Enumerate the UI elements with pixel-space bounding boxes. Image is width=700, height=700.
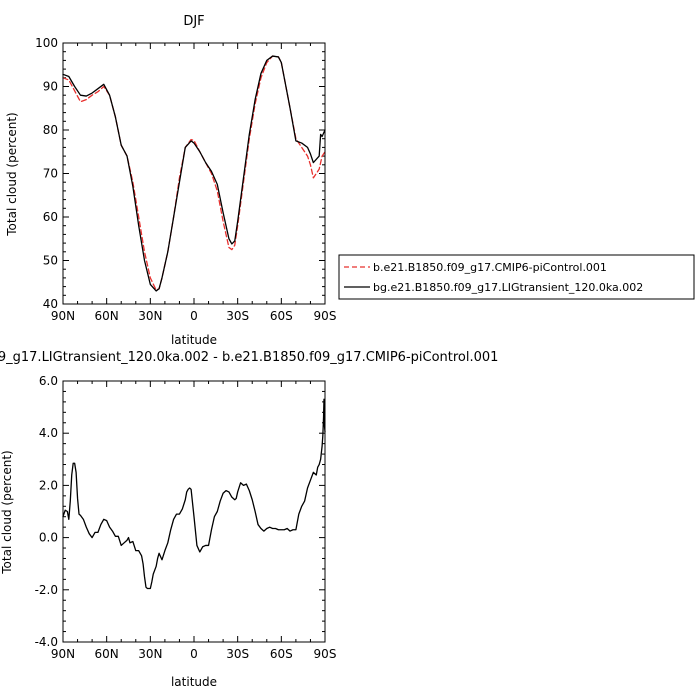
bottom-x-tick-label: 60N (95, 647, 119, 661)
top-y-tick-label: 40 (43, 297, 58, 311)
top-x-tick-label: 30N (138, 309, 162, 323)
bottom-chart-title: bg.e21.B1850.f09_g17.LIGtransient_120.0k… (0, 350, 498, 365)
bottom-x-tick-label: 30S (226, 647, 249, 661)
top-x-axis-label: latitude (171, 333, 217, 347)
top-x-tick-label: 60N (95, 309, 119, 323)
top-x-tick-label: 60S (270, 309, 293, 323)
top-plot-frame (62, 42, 326, 305)
top-panel: DJF latitude Total cloud (percent) 90N 60… (5, 14, 336, 347)
top-y-tick-label: 70 (43, 167, 58, 181)
bottom-x-tick-label: 30N (138, 647, 162, 661)
bottom-y-tick-label: -2.0 (35, 583, 58, 597)
top-series-line-0 (62, 55, 326, 291)
top-y-tick-label: 50 (43, 254, 58, 268)
bottom-plot-frame (62, 380, 326, 643)
top-x-tick-label: 90S (314, 309, 337, 323)
legend-box (338, 254, 695, 300)
top-y-tick-label: 80 (43, 123, 58, 137)
top-series-group (62, 55, 326, 292)
legend: b.e21.B1850.f09_g17.CMIP6-piControl.001 … (338, 254, 695, 300)
top-x-tick-label: 30S (226, 309, 249, 323)
top-ticks: 90N 60N 30N 0 30S 60S 90S 40 50 60 70 80 90 100 (35, 36, 336, 323)
bottom-series-line-0 (62, 398, 326, 590)
bottom-ticks: 90N 60N 30N 0 30S 60S 90S -4.0 -2.0 0.0 2.0 4.0 6.0 (35, 374, 337, 661)
top-y-tick-label: 60 (43, 210, 58, 224)
top-x-tick-label: 0 (190, 309, 198, 323)
top-y-axis-label: Total cloud (percent) (5, 112, 19, 236)
top-y-tick-label: 90 (43, 80, 58, 94)
bottom-y-tick-label: -4.0 (35, 635, 58, 649)
bottom-x-tick-label: 60S (270, 647, 293, 661)
top-y-tick-label: 100 (35, 36, 58, 50)
legend-label-ligtransient: bg.e21.B1850.f09_g17.LIGtransient_120.0k… (373, 281, 643, 294)
bottom-x-tick-label: 0 (190, 647, 198, 661)
bottom-x-tick-label: 90N (51, 647, 75, 661)
bottom-x-tick-label: 90S (314, 647, 337, 661)
top-series-line-1 (62, 55, 326, 292)
top-chart-title: DJF (183, 14, 204, 29)
bottom-y-tick-label: 4.0 (39, 426, 58, 440)
bottom-y-tick-label: 0.0 (39, 531, 58, 545)
top-x-tick-label: 90N (51, 309, 75, 323)
bottom-y-tick-label: 2.0 (39, 478, 58, 492)
bottom-y-tick-label: 6.0 (39, 374, 58, 388)
bottom-series-group (62, 398, 326, 590)
bottom-x-axis-label: latitude (171, 675, 217, 689)
legend-label-picontrol: b.e21.B1850.f09_g17.CMIP6-piControl.001 (373, 261, 607, 274)
bottom-panel: bg.e21.B1850.f09_g17.LIGtransient_120.0k… (0, 350, 498, 689)
bottom-y-axis-label: Total cloud (percent) (0, 450, 14, 574)
